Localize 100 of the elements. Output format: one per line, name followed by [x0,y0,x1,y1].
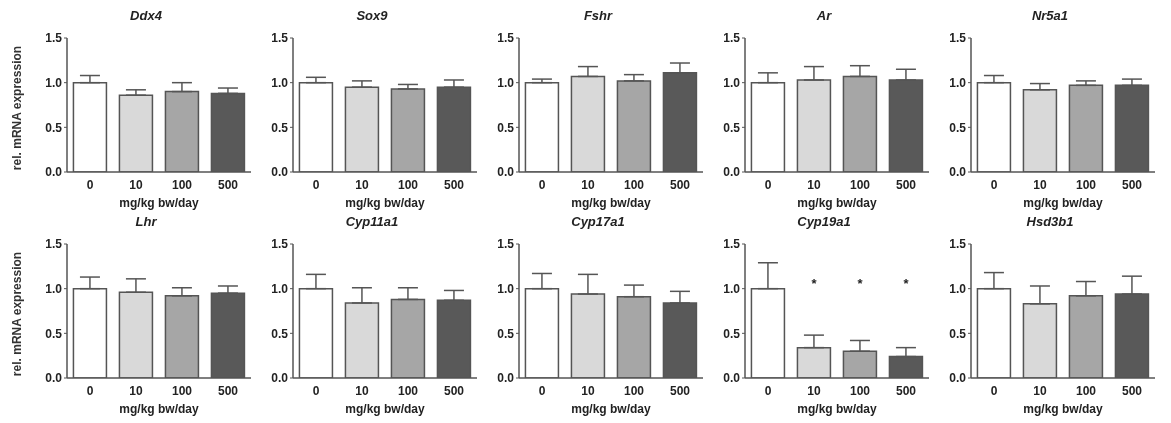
x-tick-label: 500 [895,177,917,192]
x-tick-label: 100 [849,383,871,398]
y-tick-label: 1.5 [949,31,967,46]
y-tick-label: 1.0 [949,75,967,90]
x-tick-label: 500 [443,383,465,398]
x-axis-title: mg/kg bw/day [344,196,426,210]
chart-title: Nr5a1 [1030,8,1070,23]
chart-title: Cyp11a1 [344,214,400,229]
y-tick-label: 0.0 [949,371,967,386]
y-tick-label: 1.0 [497,281,515,296]
y-tick-label: 1.5 [271,31,289,46]
y-tick-label: 1.5 [271,237,289,252]
x-tick-label: 500 [217,177,239,192]
y-tick-label: 0.0 [497,371,515,386]
y-axis-title: rel. mRNA expression [10,251,25,377]
y-tick-label: 1.0 [271,281,289,296]
chart-title: Hsd3b1 [1025,214,1075,229]
y-tick-label: 0.0 [45,371,63,386]
x-tick-label: 10 [581,177,595,192]
x-tick-label: 0 [86,383,94,398]
y-tick-label: 1.0 [723,281,741,296]
y-tick-label: 1.5 [723,237,741,252]
y-tick-label: 1.5 [497,31,515,46]
x-tick-label: 500 [669,177,691,192]
y-tick-label: 1.0 [45,75,63,90]
y-tick-label: 0.0 [949,165,967,180]
y-tick-label: 0.0 [497,165,515,180]
x-tick-label: 0 [764,383,772,398]
x-tick-label: 10 [129,177,143,192]
chart-title: Cyp17a1 [570,214,626,229]
chart-title: Fshr [582,8,614,23]
x-tick-label: 500 [1121,383,1143,398]
x-tick-label: 10 [1033,383,1047,398]
x-tick-label: 10 [355,383,369,398]
x-tick-label: 100 [171,383,193,398]
x-tick-label: 0 [990,177,998,192]
x-tick-label: 0 [86,177,94,192]
x-tick-label: 100 [171,177,193,192]
y-tick-label: 1.5 [45,31,63,46]
y-tick-label: 0.5 [271,326,289,341]
y-tick-label: 1.0 [271,75,289,90]
y-tick-label: 0.5 [45,120,63,135]
annotation: * [810,276,818,291]
x-tick-label: 100 [623,383,645,398]
y-tick-label: 1.0 [497,75,515,90]
y-tick-label: 0.0 [271,165,289,180]
y-tick-label: 1.5 [497,237,515,252]
x-tick-label: 0 [538,177,546,192]
x-tick-label: 100 [849,177,871,192]
y-tick-label: 0.5 [723,326,741,341]
x-tick-label: 500 [1121,177,1143,192]
chart-title: Ddx4 [129,8,163,23]
y-tick-label: 0.5 [497,120,515,135]
x-tick-label: 500 [217,383,239,398]
x-axis-title: mg/kg bw/day [1022,402,1104,416]
y-tick-label: 1.5 [949,237,967,252]
chart-title: Sox9 [355,8,389,23]
x-tick-label: 500 [669,383,691,398]
y-tick-label: 0.0 [723,165,741,180]
y-tick-label: 1.0 [723,75,741,90]
chart-title: Lhr [134,214,158,229]
y-tick-label: 1.5 [723,31,741,46]
x-tick-label: 10 [807,177,821,192]
y-tick-label: 1.0 [45,281,63,296]
x-tick-label: 10 [355,177,369,192]
annotation: * [902,276,910,291]
y-tick-label: 0.5 [497,326,515,341]
x-tick-label: 100 [1075,383,1097,398]
y-tick-label: 0.5 [271,120,289,135]
y-tick-label: 0.0 [271,371,289,386]
x-axis-title: mg/kg bw/day [118,196,200,210]
y-tick-label: 0.5 [45,326,63,341]
x-axis-title: mg/kg bw/day [570,196,652,210]
x-tick-label: 10 [581,383,595,398]
x-tick-label: 0 [764,177,772,192]
x-tick-label: 10 [807,383,821,398]
x-tick-label: 0 [990,383,998,398]
y-axis-title: rel. mRNA expression [10,45,25,171]
x-axis-title: mg/kg bw/day [1022,196,1104,210]
x-tick-label: 10 [1033,177,1047,192]
chart-title: Cyp19a1 [796,214,852,229]
y-tick-label: 0.5 [949,326,967,341]
y-tick-label: 0.5 [949,120,967,135]
x-axis-title: mg/kg bw/day [118,402,200,416]
x-tick-label: 10 [129,383,143,398]
x-axis-title: mg/kg bw/day [570,402,652,416]
x-tick-label: 100 [1075,177,1097,192]
y-tick-label: 0.5 [723,120,741,135]
x-axis-title: mg/kg bw/day [796,402,878,416]
x-tick-label: 100 [397,383,419,398]
x-tick-label: 0 [538,383,546,398]
x-tick-label: 500 [895,383,917,398]
x-tick-label: 0 [312,177,320,192]
y-tick-label: 0.0 [45,165,63,180]
x-tick-label: 0 [312,383,320,398]
x-axis-title: mg/kg bw/day [796,196,878,210]
chart-title: Ar [815,8,833,23]
y-tick-label: 1.0 [949,281,967,296]
y-tick-label: 1.5 [45,237,63,252]
annotation: * [856,276,864,291]
